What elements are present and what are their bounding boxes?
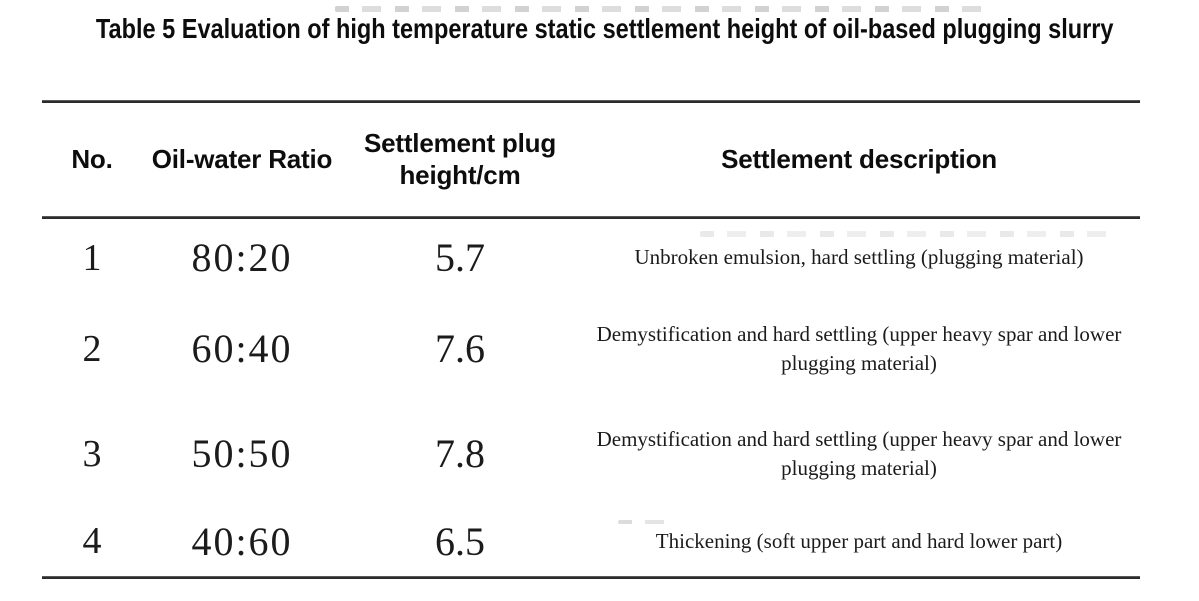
column-header-no: No. xyxy=(71,143,113,174)
cell-no: 3 xyxy=(82,432,102,475)
table-row: 2 60:40 7.6 Demystification and hard set… xyxy=(42,296,1140,401)
table-top-rule xyxy=(42,100,1140,103)
table-row: 4 40:60 6.5 Thickening (soft upper part … xyxy=(42,506,1140,576)
scan-artifact xyxy=(618,520,670,524)
cell-no: 4 xyxy=(82,520,102,562)
cell-oil-water-ratio: 50:50 xyxy=(191,431,293,476)
cell-oil-water-ratio: 60:40 xyxy=(191,326,293,371)
cell-settlement-description: Unbroken emulsion, hard settling (pluggi… xyxy=(634,245,1084,270)
table-row: 1 80:20 5.7 Unbroken emulsion, hard sett… xyxy=(42,219,1140,296)
cell-oil-water-ratio: 80:20 xyxy=(191,235,293,280)
scan-artifact xyxy=(335,6,985,12)
table-row: 3 50:50 7.8 Demystification and hard set… xyxy=(42,401,1140,506)
data-table: No. Oil-water Ratio Settlement plug heig… xyxy=(42,100,1140,579)
table-caption: Table 5 Evaluation of high temperature s… xyxy=(95,13,1114,44)
cell-settlement-description: Demystification and hard settling (upper… xyxy=(596,426,1122,480)
table-header-row: No. Oil-water Ratio Settlement plug heig… xyxy=(42,103,1140,216)
column-header-settlement-plug-height: Settlement plug height/cm xyxy=(363,127,556,190)
cell-no: 1 xyxy=(82,236,102,279)
table-bottom-rule xyxy=(42,576,1140,579)
header-separator-rule xyxy=(42,216,1140,219)
cell-settlement-plug-height: 7.6 xyxy=(435,326,485,371)
cell-settlement-description: Demystification and hard settling (upper… xyxy=(596,321,1122,375)
cell-oil-water-ratio: 40:60 xyxy=(191,518,293,564)
column-header-oil-water-ratio: Oil-water Ratio xyxy=(151,143,333,174)
cell-settlement-plug-height: 7.8 xyxy=(435,431,485,476)
column-header-settlement-description: Settlement description xyxy=(721,143,997,174)
cell-settlement-plug-height: 6.5 xyxy=(435,518,485,564)
cell-settlement-description: Thickening (soft upper part and hard low… xyxy=(655,528,1063,553)
scan-artifact xyxy=(700,231,1120,237)
cell-settlement-plug-height: 5.7 xyxy=(435,235,485,280)
cell-no: 2 xyxy=(82,327,102,370)
